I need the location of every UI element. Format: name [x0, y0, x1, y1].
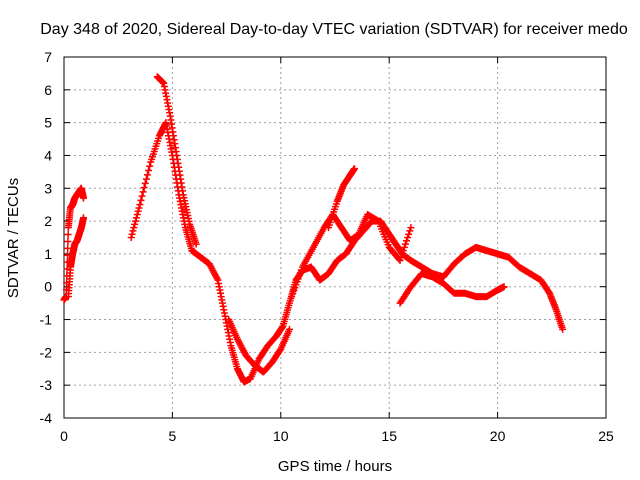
series-markers	[225, 316, 293, 376]
y-tick-label: 5	[44, 115, 52, 131]
series-markers	[64, 214, 88, 301]
x-tick-label: 15	[381, 428, 397, 444]
y-tick-label: 3	[44, 180, 52, 196]
series-markers	[324, 165, 359, 232]
series-markers	[396, 270, 508, 307]
x-tick-label: 10	[273, 428, 289, 444]
series-main-trace	[127, 119, 567, 386]
y-tick-label: 7	[44, 49, 52, 65]
data-series	[60, 73, 567, 386]
series-markers	[127, 119, 567, 386]
x-tick-label: 20	[490, 428, 506, 444]
y-tick-label: -4	[40, 410, 53, 426]
y-tick-label: 4	[44, 147, 52, 163]
y-tick-label: -2	[40, 344, 53, 360]
y-tick-label: 1	[44, 246, 52, 262]
y-tick-label: 0	[44, 279, 52, 295]
series-upper-branch	[153, 73, 200, 248]
y-tick-label: 2	[44, 213, 52, 229]
series-lower-evening-branch	[396, 270, 508, 307]
axis-ticks: 0 5 10 15 20 25 -4 -3 -2 -1 0 1 2 3 4 5 6 7	[40, 49, 614, 444]
series-peak-near-13h	[324, 165, 359, 232]
y-tick-label: -1	[40, 312, 53, 328]
x-tick-label: 0	[60, 428, 68, 444]
y-axis-title: SDTVAR / TECUs	[5, 178, 22, 298]
plot-frame	[63, 56, 607, 419]
grid	[64, 57, 606, 418]
x-tick-label: 25	[598, 428, 614, 444]
series-lower-trough-branch	[225, 316, 293, 376]
x-tick-label: 5	[169, 428, 177, 444]
x-axis-title: GPS time / hours	[278, 458, 392, 475]
y-tick-label: -3	[40, 377, 53, 393]
series-markers	[153, 73, 200, 248]
y-tick-label: 6	[44, 82, 52, 98]
chart-title: Day 348 of 2020, Sidereal Day-to-day VTE…	[40, 21, 628, 38]
series-morning-segment-2	[64, 214, 88, 301]
